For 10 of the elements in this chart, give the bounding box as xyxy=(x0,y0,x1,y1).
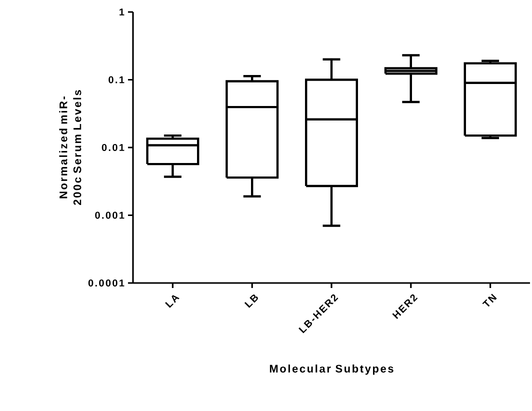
y-tick-label: 0.1 xyxy=(108,76,124,84)
y-axis-title: Normalized miR-200c Serum Levels xyxy=(59,90,82,205)
x-axis-title: Molecular Subtypes xyxy=(270,364,394,375)
x-tick-label: LA xyxy=(165,295,180,308)
x-tick-label: LB xyxy=(244,294,258,308)
y-tick-label: 0.0001 xyxy=(88,279,124,287)
y-tick-label: 0.01 xyxy=(102,144,124,152)
y-tick-label: 1 xyxy=(120,8,124,16)
y-tick-label: 0.001 xyxy=(95,212,124,219)
x-tick-label: TN xyxy=(482,294,497,307)
